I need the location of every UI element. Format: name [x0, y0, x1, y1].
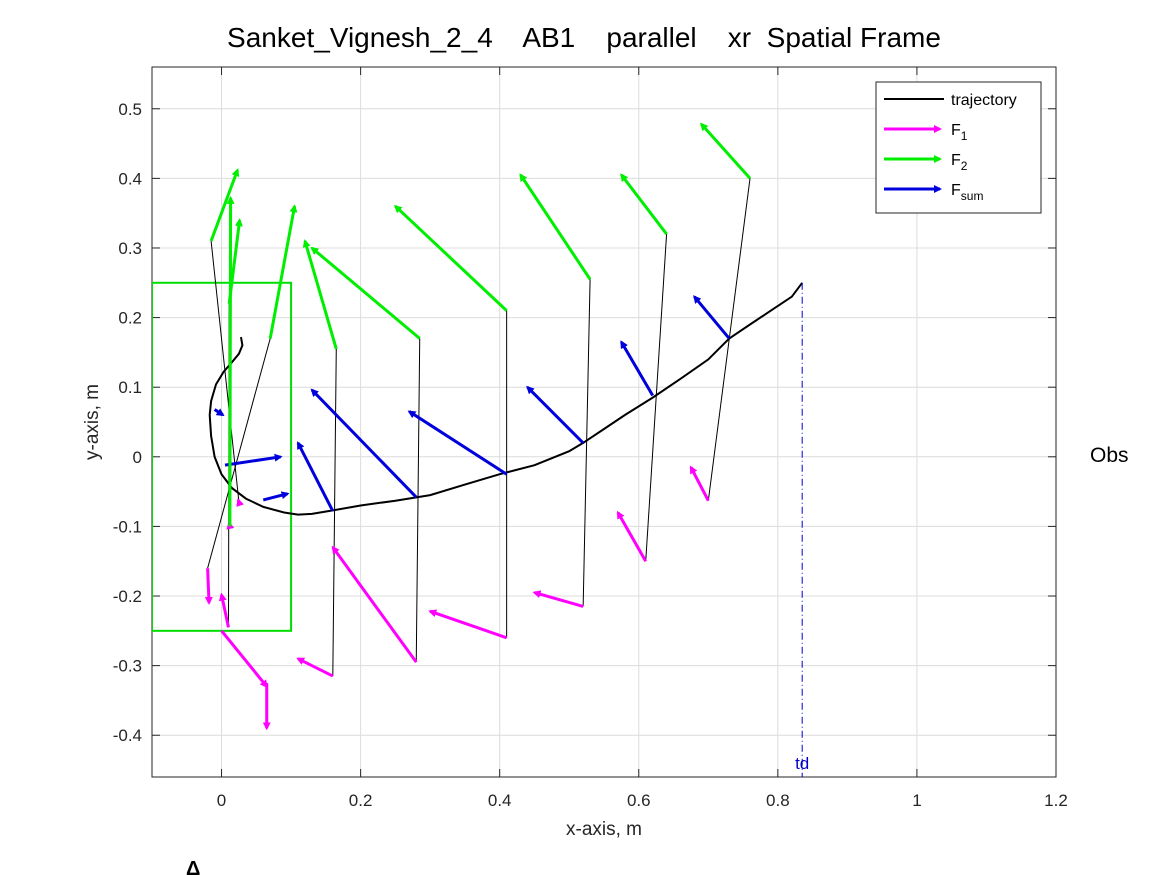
f1-arrow	[218, 592, 230, 628]
fsum-arrow	[407, 410, 508, 476]
force-connector-line	[645, 234, 668, 562]
legend-label-subscript: sum	[961, 189, 984, 203]
f1-arrow	[220, 629, 268, 689]
y-tick-label: 0.3	[118, 239, 142, 258]
force-connector-line	[582, 279, 591, 607]
y-tick-label: 0.5	[118, 100, 142, 119]
fsum-arrow	[310, 388, 418, 499]
x-tick-label: 0.2	[349, 791, 373, 810]
f1-arrow	[616, 510, 648, 562]
trajectory-line	[208, 282, 804, 516]
trajectory-layer	[208, 282, 804, 516]
force-connector-line	[332, 348, 337, 677]
y-tick-label: 0.4	[118, 169, 142, 188]
fsum-arrow	[620, 340, 654, 397]
connector-layer	[207, 178, 751, 677]
y-tick-label: -0.1	[113, 517, 142, 536]
f2-arrow	[393, 204, 508, 312]
corner-label: Δ	[186, 858, 200, 875]
legend-label-subscript: 1	[961, 129, 968, 143]
x-tick-label: 0.8	[766, 791, 790, 810]
fsum-arrow	[693, 295, 731, 340]
y-axis-label: y-axis, m	[82, 384, 103, 460]
x-tick-label: 1.2	[1044, 791, 1068, 810]
y-tick-label: 0.1	[118, 378, 142, 397]
y-tick-label: -0.2	[113, 587, 142, 606]
f2-arrow	[310, 246, 421, 340]
fsum-arrow	[262, 491, 290, 502]
x-tick-label: 0.4	[488, 791, 512, 810]
y-tick-label: -0.4	[113, 726, 142, 745]
f1-arrow	[532, 590, 584, 608]
chart-title: Sanket_Vignesh_2_4 AB1 parallel xr Spati…	[227, 22, 941, 53]
x-ticks: 0 0.2 0.4 0.6 0.8 1 1.2	[217, 67, 1068, 810]
f2-arrow	[226, 195, 235, 527]
f1-arrow	[331, 545, 418, 664]
fsum-arrow	[526, 385, 585, 444]
x-tick-label: 1	[912, 791, 921, 810]
f2-arrow	[620, 173, 668, 235]
legend-box	[875, 81, 1042, 214]
obs-annotation: Obs	[1090, 444, 1129, 467]
y-tick-label: 0	[133, 448, 142, 467]
y-tick-label: -0.3	[113, 657, 142, 676]
f1-arrow	[296, 657, 334, 678]
force-arrow-layer	[204, 122, 752, 731]
f1-arrow	[236, 498, 244, 507]
legend-label: trajectory	[951, 92, 1017, 109]
f2-arrow	[302, 239, 338, 350]
legend-label-subscript: 2	[961, 159, 968, 173]
boundary-box-layer	[152, 281, 293, 632]
y-tick-label: 0.2	[118, 309, 142, 328]
force-connector-line	[207, 338, 271, 569]
f1-arrow	[689, 465, 710, 502]
f2-arrow	[268, 204, 298, 339]
boundary-box	[152, 281, 293, 632]
f2-arrow	[519, 173, 592, 281]
fsum-arrow	[296, 441, 335, 512]
f2-arrow	[209, 168, 240, 242]
x-tick-label: 0.6	[627, 791, 651, 810]
td-label: td	[795, 754, 809, 773]
f2-arrow	[700, 122, 752, 180]
force-connector-line	[415, 338, 421, 663]
f1-arrow	[204, 568, 213, 605]
fsum-arrow	[213, 408, 225, 417]
x-tick-label: 0	[217, 791, 226, 810]
f1-arrow	[428, 609, 508, 640]
fsum-arrow	[224, 453, 283, 467]
x-axis-label: x-axis, m	[566, 819, 642, 840]
y-ticks: -0.4 -0.3 -0.2 -0.1 0 0.1 0.2 0.3 0.4 0.5	[113, 100, 1056, 745]
